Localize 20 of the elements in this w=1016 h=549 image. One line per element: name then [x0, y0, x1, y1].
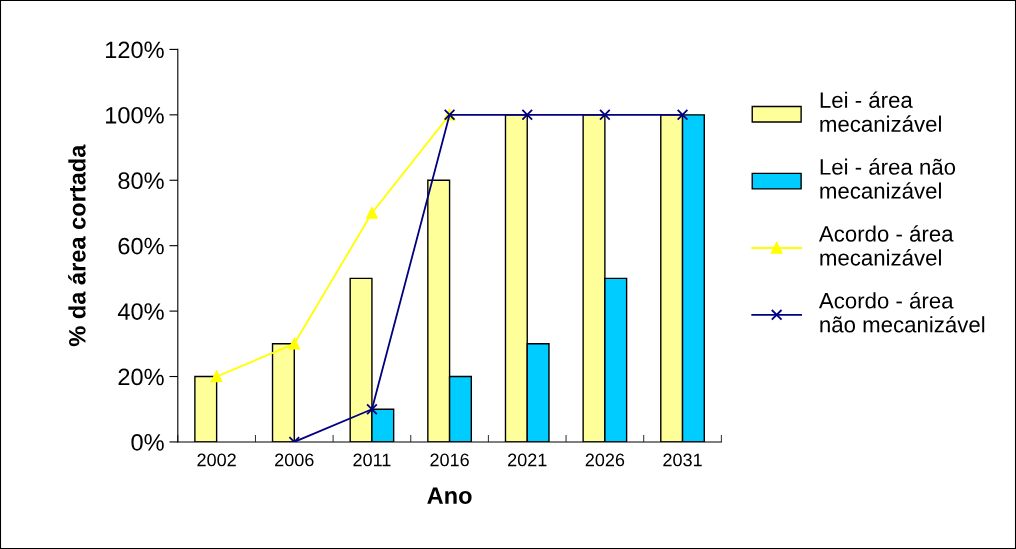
x-tick-label: 2031	[663, 453, 702, 467]
y-tick-label: 20%	[118, 368, 164, 386]
y-tick-label: 120%	[106, 41, 164, 59]
x-tick-label: 2026	[585, 453, 625, 467]
x-tick-label: 2016	[430, 453, 469, 467]
y-axis-title: % da área cortada	[68, 144, 86, 347]
y-tick-label: 60%	[118, 237, 164, 255]
x-tick-label: 2002	[197, 453, 236, 467]
legend-label: Lei - área não mecanizável	[820, 158, 956, 199]
x-tick-label: 2021	[508, 453, 547, 467]
y-tick-label: 0%	[131, 434, 164, 451]
legend-label: Acordo - área mecanizável	[818, 225, 954, 266]
legend-label: Lei - área mecanizável	[820, 91, 941, 132]
y-tick-label: 100%	[106, 106, 164, 124]
x-axis-title: Ano	[427, 487, 472, 504]
x-tick-label: 2011	[353, 453, 391, 467]
x-tick-label: 2006	[275, 453, 314, 467]
legend-label: Acordo - área não mecanizável	[818, 292, 985, 333]
y-tick-label: 80%	[118, 172, 164, 190]
y-tick-label: 40%	[117, 303, 164, 320]
